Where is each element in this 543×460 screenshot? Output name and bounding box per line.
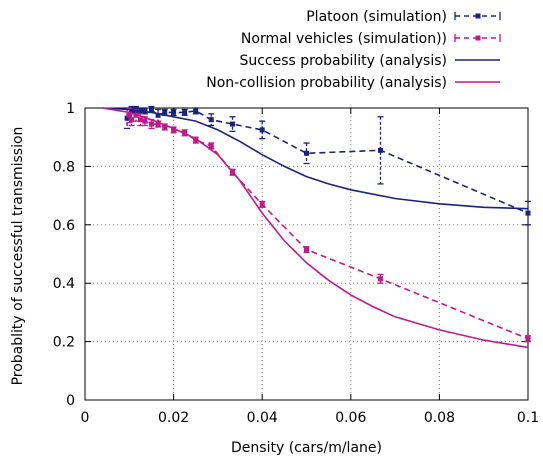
plot-frame xyxy=(84,107,529,401)
y-tick-label: 1 xyxy=(66,101,75,117)
data-point xyxy=(525,336,531,342)
legend-marker xyxy=(475,13,481,19)
series-line xyxy=(102,107,529,210)
data-point xyxy=(230,121,236,127)
series-0 xyxy=(124,105,531,226)
data-point xyxy=(142,118,148,124)
legend-label: Success probability (analysis) xyxy=(239,53,447,69)
series-line xyxy=(102,107,529,349)
data-point xyxy=(155,121,161,127)
y-tick-label: 0.6 xyxy=(53,218,75,234)
series-2 xyxy=(102,107,529,210)
data-point xyxy=(148,106,154,112)
x-tick-label: 0.02 xyxy=(158,410,189,426)
data-point xyxy=(155,112,161,118)
data-point xyxy=(193,108,199,114)
data-point xyxy=(377,276,383,282)
data-point xyxy=(162,109,168,115)
data-point xyxy=(171,127,177,133)
series-line xyxy=(126,108,529,214)
y-tick-label: 0.2 xyxy=(53,335,75,351)
series-1 xyxy=(126,107,531,343)
data-point xyxy=(208,143,214,149)
data-point xyxy=(171,109,177,115)
data-point xyxy=(208,117,214,123)
series-line xyxy=(128,114,529,340)
data-point xyxy=(162,124,168,130)
data-point xyxy=(137,117,143,123)
legend-marker xyxy=(475,35,481,41)
x-axis-label: Density (cars/m/lane) xyxy=(231,440,382,456)
legend-label: Non-collision probability (analysis) xyxy=(206,75,447,91)
data-point xyxy=(259,201,265,207)
x-tick-label: 0.04 xyxy=(247,410,278,426)
data-point xyxy=(304,247,309,253)
data-point xyxy=(259,127,265,133)
y-tick-label: 0 xyxy=(66,393,75,409)
y-tick-label: 0.8 xyxy=(53,159,75,175)
data-point xyxy=(182,109,188,115)
series-3 xyxy=(102,107,529,349)
data-point xyxy=(377,147,383,153)
x-tick-label: 0 xyxy=(81,410,90,426)
data-point xyxy=(126,112,132,118)
data-point xyxy=(525,210,531,216)
legend-label: Normal vehicles (simulation)) xyxy=(241,31,447,47)
legend-label: Platoon (simulation) xyxy=(306,9,447,25)
data-point xyxy=(129,117,135,123)
data-point xyxy=(304,150,309,156)
x-tick-label: 0.08 xyxy=(424,410,455,426)
y-axis-label: Probablity of successful transmission xyxy=(10,127,26,386)
x-tick-label: 0.06 xyxy=(335,410,366,426)
data-point xyxy=(193,137,199,143)
data-point xyxy=(148,121,154,127)
legend: Platoon (simulation) Normal vehicles (sim… xyxy=(206,9,501,91)
y-tick-label: 0.4 xyxy=(53,276,75,292)
series-lines xyxy=(102,105,531,349)
gridlines xyxy=(85,108,528,400)
x-tick-label: 0.1 xyxy=(517,410,539,426)
axes: 0 0.02 0.04 0.06 0.08 0.1 0 0.2 0.4 0.6 0.8 1 xyxy=(53,101,539,426)
data-point xyxy=(124,115,130,121)
